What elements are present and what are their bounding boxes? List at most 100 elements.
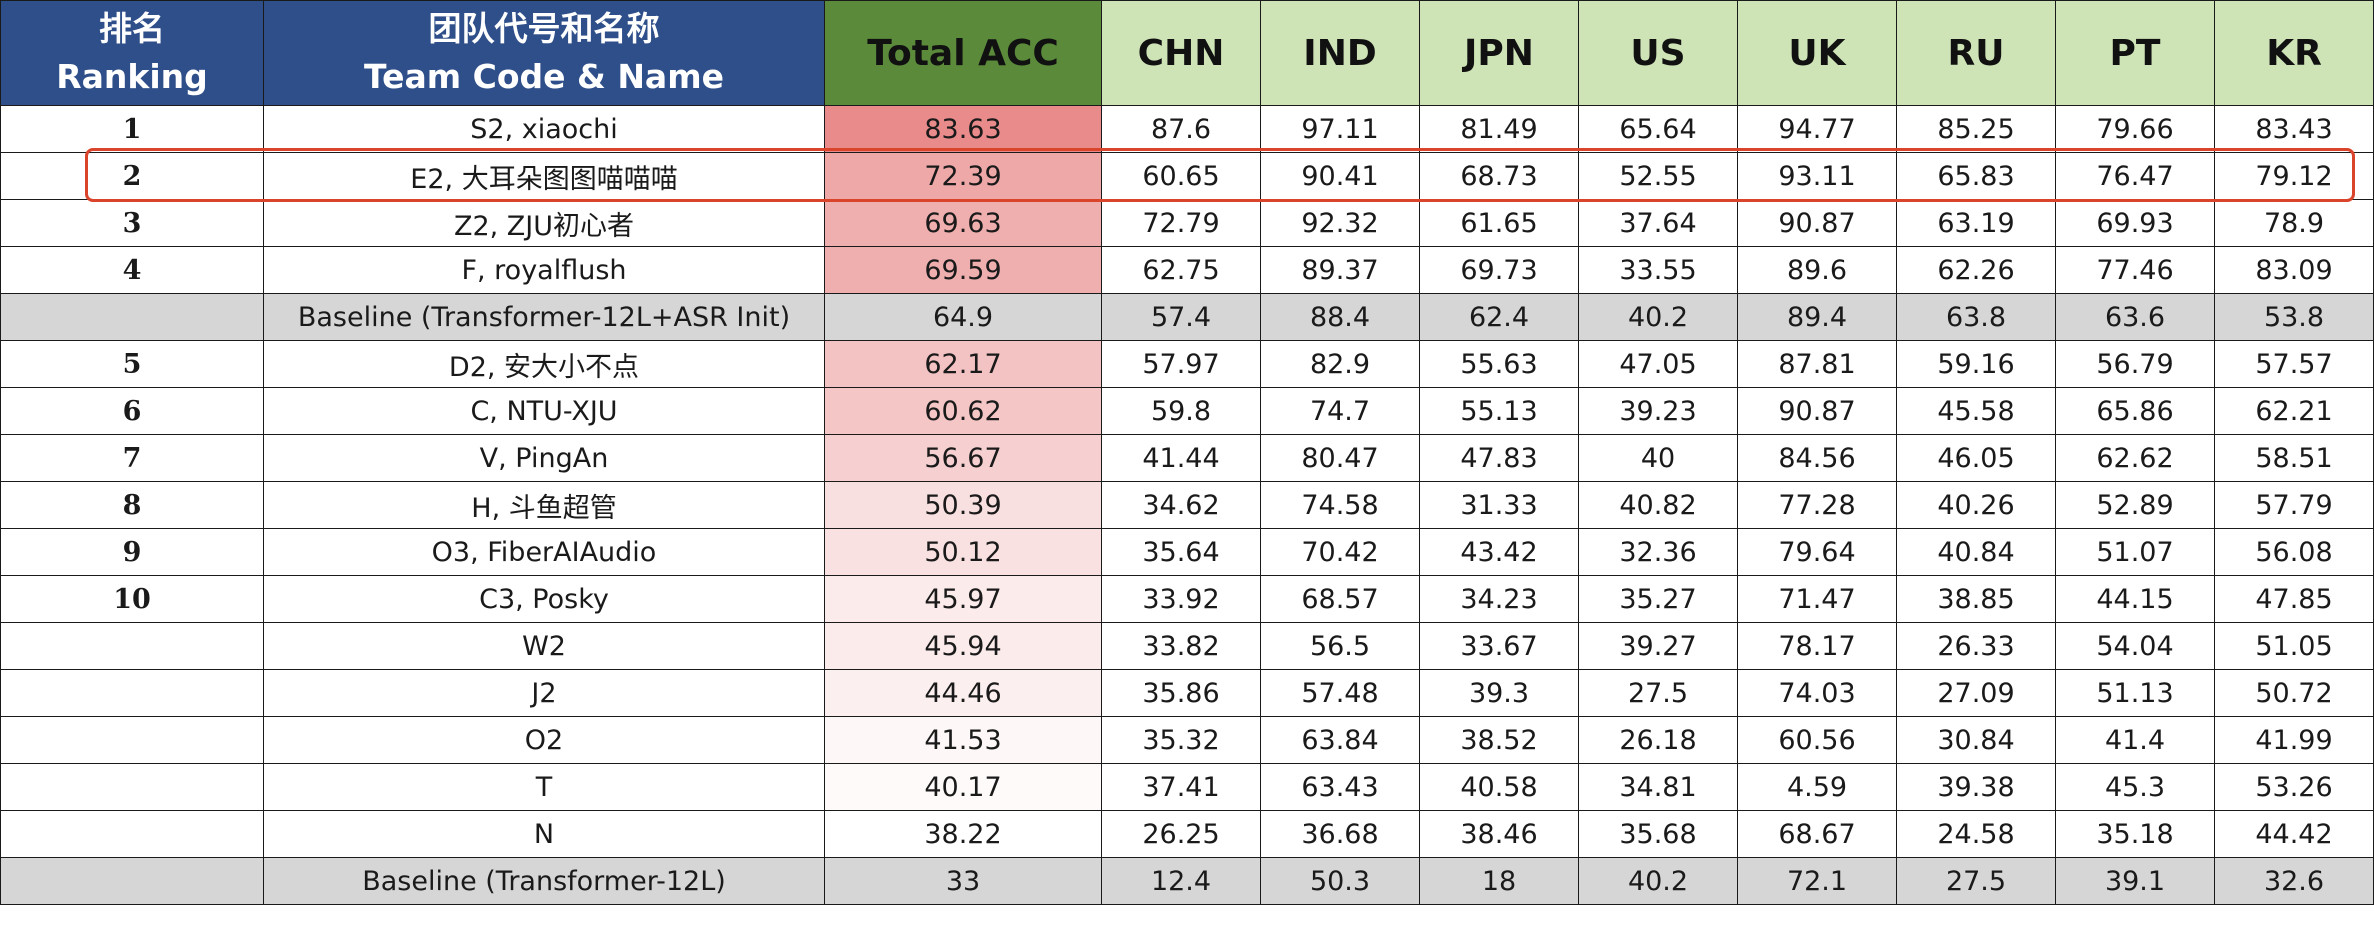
rank-cell: 10 [0, 575, 264, 623]
total-acc-cell: 45.94 [824, 622, 1102, 670]
country-header-chn: CHN [1101, 0, 1261, 106]
total-acc-header: Total ACC [824, 0, 1102, 106]
score-cell-uk: 78.17 [1737, 622, 1897, 670]
score-cell-chn: 12.4 [1101, 857, 1261, 905]
country-header-ind: IND [1260, 0, 1420, 106]
score-cell-pt: 69.93 [2055, 199, 2215, 247]
score-cell-uk: 90.87 [1737, 199, 1897, 247]
score-cell-ind: 82.9 [1260, 340, 1420, 388]
score-cell-pt: 56.79 [2055, 340, 2215, 388]
team-cell: C, NTU-XJU [263, 387, 825, 435]
score-cell-pt: 51.07 [2055, 528, 2215, 576]
score-cell-uk: 60.56 [1737, 716, 1897, 764]
rank-cell: 6 [0, 387, 264, 435]
score-cell-pt: 52.89 [2055, 481, 2215, 529]
score-cell-jpn: 40.58 [1419, 763, 1579, 811]
total-acc-cell: 83.63 [824, 105, 1102, 153]
total-acc-cell: 40.17 [824, 763, 1102, 811]
score-cell-ru: 30.84 [1896, 716, 2056, 764]
team-cell: Baseline (Transformer-12L) [263, 857, 825, 905]
score-cell-ru: 24.58 [1896, 810, 2056, 858]
score-cell-ru: 62.26 [1896, 246, 2056, 294]
score-cell-us: 40.2 [1578, 293, 1738, 341]
score-cell-ru: 27.5 [1896, 857, 2056, 905]
total-acc-cell: 38.22 [824, 810, 1102, 858]
score-cell-chn: 87.6 [1101, 105, 1261, 153]
score-cell-chn: 35.64 [1101, 528, 1261, 576]
header-row: 排名 Ranking 团队代号和名称 Team Code & Name Tota… [0, 0, 2374, 106]
score-cell-jpn: 81.49 [1419, 105, 1579, 153]
score-cell-ru: 85.25 [1896, 105, 2056, 153]
score-cell-jpn: 47.83 [1419, 434, 1579, 482]
score-cell-us: 40 [1578, 434, 1738, 482]
score-cell-ind: 63.43 [1260, 763, 1420, 811]
score-cell-kr: 47.85 [2214, 575, 2374, 623]
team-cell: N [263, 810, 825, 858]
table-row: 1 S2, xiaochi 83.63 87.6 97.11 81.49 65.64 94.7… [0, 105, 2374, 153]
table-row: 5 D2, 安大小不点 62.17 57.97 82.9 55.63 47.05 87.81 5… [0, 340, 2374, 388]
table-row: 7 V, PingAn 56.67 41.44 80.47 47.83 40 84.56 46.… [0, 434, 2374, 482]
team-cell: E2, 大耳朵图图喵喵喵 [263, 152, 825, 200]
score-cell-uk: 77.28 [1737, 481, 1897, 529]
rank-cell: 1 [0, 105, 264, 153]
rank-cell: 7 [0, 434, 264, 482]
table-body: 1 S2, xiaochi 83.63 87.6 97.11 81.49 65.64 94.7… [0, 105, 2374, 905]
score-cell-jpn: 38.46 [1419, 810, 1579, 858]
score-cell-us: 39.23 [1578, 387, 1738, 435]
ranking-header: 排名 Ranking [0, 0, 264, 106]
score-cell-us: 35.27 [1578, 575, 1738, 623]
score-cell-chn: 35.86 [1101, 669, 1261, 717]
score-cell-uk: 94.77 [1737, 105, 1897, 153]
table-row: 9 O3, FiberAIAudio 50.12 35.64 70.42 43.42 32.… [0, 528, 2374, 576]
rank-cell [0, 669, 264, 717]
score-cell-ru: 59.16 [1896, 340, 2056, 388]
score-cell-ind: 56.5 [1260, 622, 1420, 670]
country-header-jpn: JPN [1419, 0, 1579, 106]
baseline-row: Baseline (Transformer-12L+ASR Init) 64.9 5… [0, 293, 2374, 341]
results-table: 排名 Ranking 团队代号和名称 Team Code & Name Tota… [0, 0, 2374, 905]
score-cell-ru: 38.85 [1896, 575, 2056, 623]
team-cell: F, royalflush [263, 246, 825, 294]
score-cell-jpn: 31.33 [1419, 481, 1579, 529]
rank-cell [0, 857, 264, 905]
total-acc-cell: 41.53 [824, 716, 1102, 764]
score-cell-uk: 89.6 [1737, 246, 1897, 294]
total-acc-cell: 56.67 [824, 434, 1102, 482]
score-cell-pt: 62.62 [2055, 434, 2215, 482]
team-cell: V, PingAn [263, 434, 825, 482]
rank-cell [0, 810, 264, 858]
total-acc-cell: 33 [824, 857, 1102, 905]
score-cell-pt: 65.86 [2055, 387, 2215, 435]
table-row: T 40.17 37.41 63.43 40.58 34.81 4.59 39.38 45.3 5… [0, 763, 2374, 811]
score-cell-jpn: 55.63 [1419, 340, 1579, 388]
score-cell-jpn: 55.13 [1419, 387, 1579, 435]
score-cell-kr: 62.21 [2214, 387, 2374, 435]
table-row: 10 C3, Posky 45.97 33.92 68.57 34.23 35.27 71.4… [0, 575, 2374, 623]
country-header-pt: PT [2055, 0, 2215, 106]
baseline-row: Baseline (Transformer-12L) 33 12.4 50.3 18 40… [0, 857, 2374, 905]
total-acc-cell: 50.12 [824, 528, 1102, 576]
team-header-en: Team Code & Name [364, 57, 724, 96]
score-cell-uk: 93.11 [1737, 152, 1897, 200]
table-row: O2 41.53 35.32 63.84 38.52 26.18 60.56 30.84 41.… [0, 716, 2374, 764]
total-acc-cell: 60.62 [824, 387, 1102, 435]
score-cell-jpn: 39.3 [1419, 669, 1579, 717]
score-cell-kr: 32.6 [2214, 857, 2374, 905]
score-cell-ind: 88.4 [1260, 293, 1420, 341]
score-cell-us: 40.82 [1578, 481, 1738, 529]
score-cell-jpn: 69.73 [1419, 246, 1579, 294]
score-cell-kr: 56.08 [2214, 528, 2374, 576]
rank-cell: 8 [0, 481, 264, 529]
score-cell-uk: 90.87 [1737, 387, 1897, 435]
score-cell-chn: 62.75 [1101, 246, 1261, 294]
score-cell-jpn: 61.65 [1419, 199, 1579, 247]
score-cell-chn: 33.82 [1101, 622, 1261, 670]
score-cell-jpn: 34.23 [1419, 575, 1579, 623]
score-cell-ru: 65.83 [1896, 152, 2056, 200]
score-cell-pt: 51.13 [2055, 669, 2215, 717]
score-cell-us: 40.2 [1578, 857, 1738, 905]
score-cell-kr: 51.05 [2214, 622, 2374, 670]
score-cell-kr: 83.09 [2214, 246, 2374, 294]
score-cell-kr: 44.42 [2214, 810, 2374, 858]
rank-cell: 9 [0, 528, 264, 576]
